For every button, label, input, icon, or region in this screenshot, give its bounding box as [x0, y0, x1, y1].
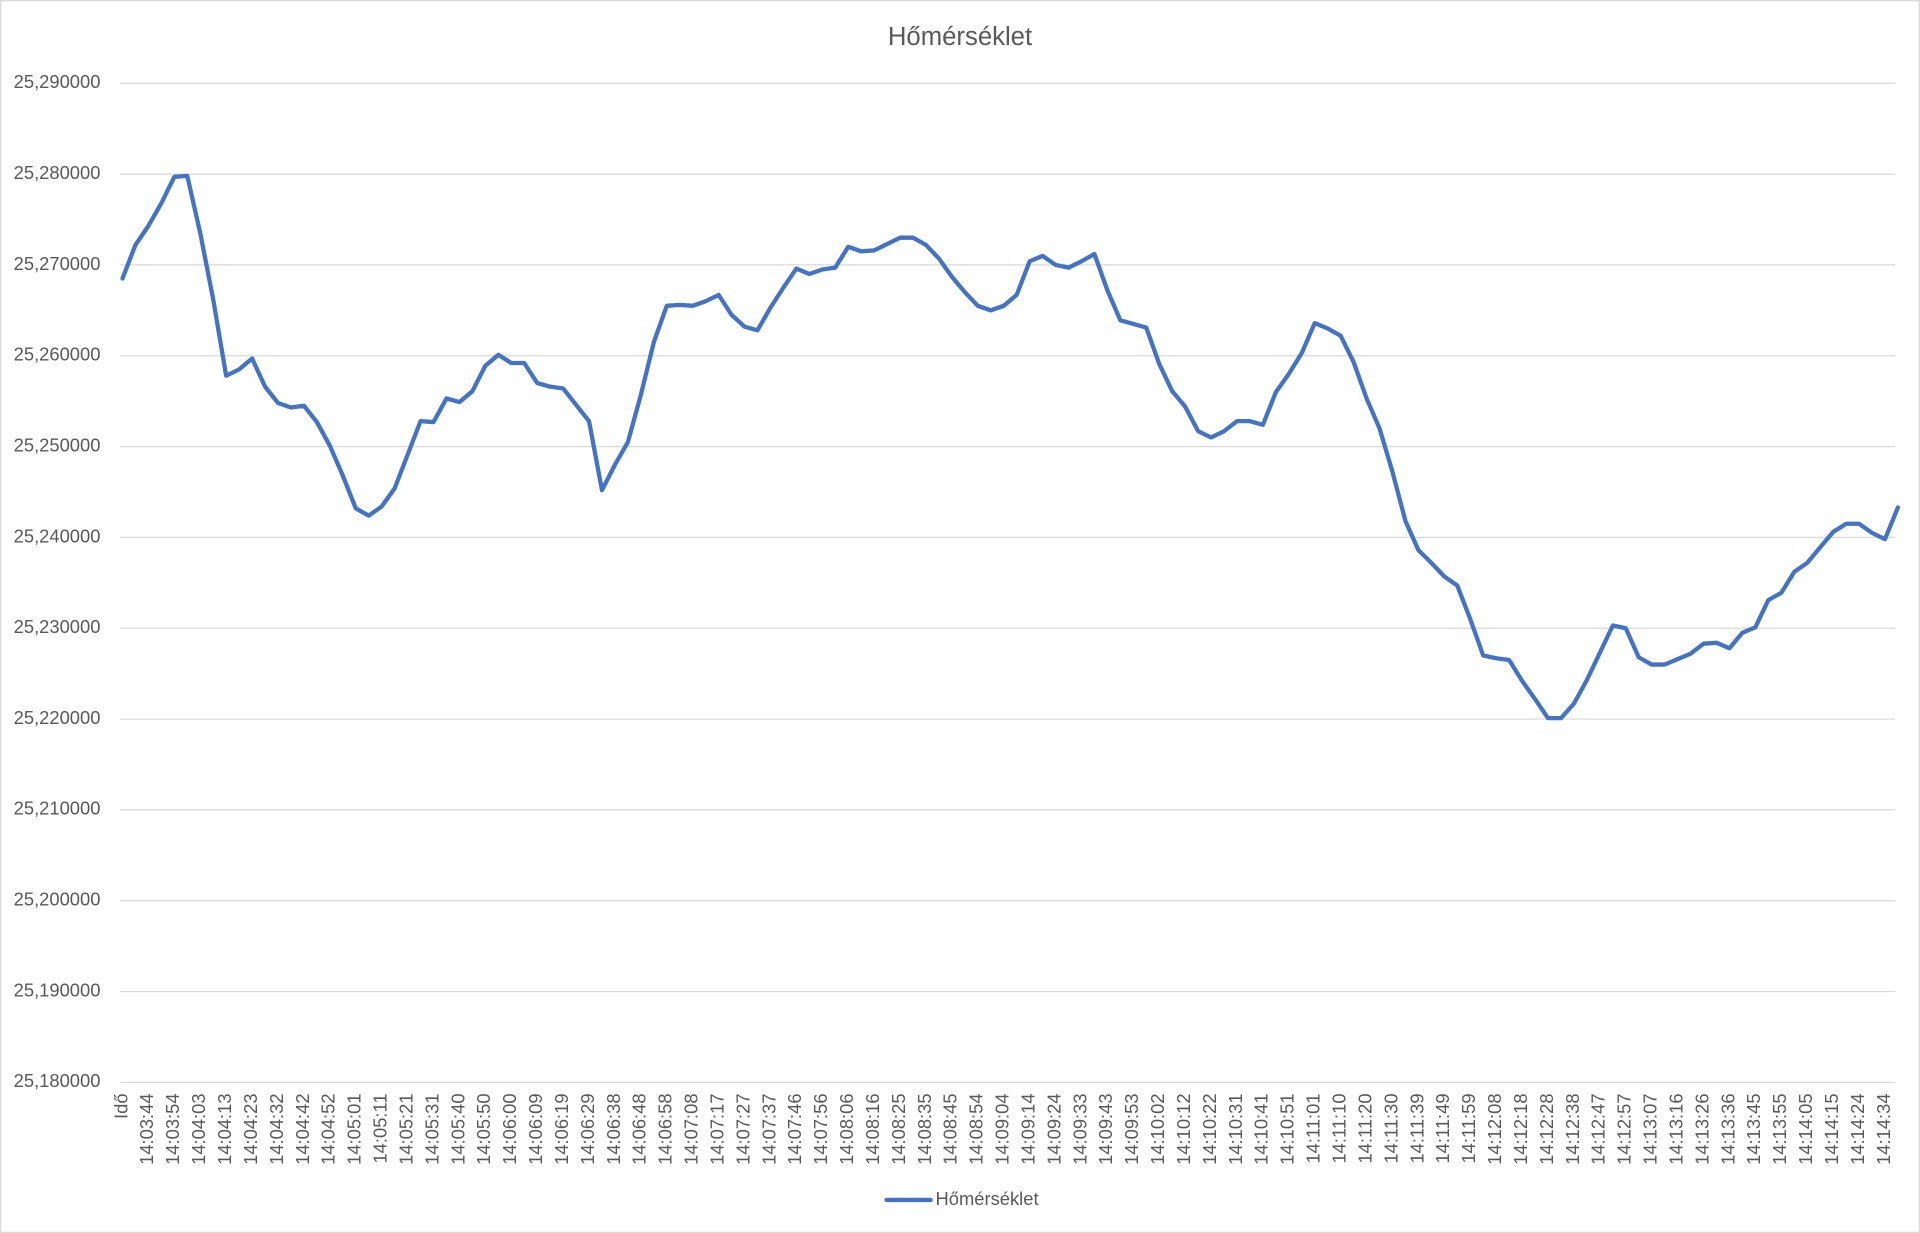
y-tick-label: 25,280000 [14, 162, 101, 183]
x-tick-label: 14:06:29 [577, 1093, 598, 1164]
x-tick-label: 14:07:46 [784, 1093, 805, 1164]
x-tick-label: 14:10:22 [1199, 1093, 1220, 1164]
y-tick-label: 25,230000 [14, 616, 101, 637]
y-tick-label: 25,240000 [14, 525, 101, 546]
x-tick-label: 14:09:33 [1069, 1093, 1090, 1164]
x-tick-label: 14:10:12 [1173, 1093, 1194, 1164]
x-tick-label: 14:09:04 [992, 1093, 1013, 1164]
x-tick-label: 14:14:05 [1795, 1093, 1816, 1164]
y-tick-label: 25,270000 [14, 253, 101, 274]
x-tick-label: 14:11:30 [1380, 1093, 1401, 1163]
x-tick-label: 14:06:48 [629, 1093, 650, 1164]
y-tick-label: 25,260000 [14, 344, 101, 365]
x-tick-label: 14:05:11 [370, 1093, 391, 1163]
x-tick-label: 14:12:28 [1536, 1093, 1557, 1164]
x-tick-label: 14:07:37 [758, 1093, 779, 1164]
x-tick-label: 14:03:54 [162, 1093, 183, 1164]
x-tick-label: 14:10:02 [1147, 1093, 1168, 1164]
legend-label: Hőmérséklet [936, 1188, 1039, 1209]
x-tick-label: 14:07:27 [732, 1093, 753, 1164]
x-tick-label: 14:11:49 [1432, 1093, 1453, 1163]
x-tick-label: 14:04:13 [214, 1093, 235, 1164]
x-tick-label: 14:11:39 [1406, 1093, 1427, 1163]
x-tick-label: 14:08:45 [940, 1093, 961, 1164]
x-tick-label: 14:03:44 [136, 1093, 157, 1164]
x-tick-label: 14:13:36 [1717, 1093, 1738, 1164]
x-tick-label: 14:12:18 [1510, 1093, 1531, 1164]
x-tick-label: 14:10:51 [1277, 1093, 1298, 1164]
x-tick-label: 14:12:08 [1484, 1093, 1505, 1164]
x-tick-label: 14:09:43 [1095, 1093, 1116, 1164]
chart-title: Hőmérséklet [888, 23, 1032, 51]
x-tick-label: 14:05:50 [473, 1093, 494, 1164]
x-tick-label: 14:13:26 [1691, 1093, 1712, 1164]
x-tick-label: 14:07:17 [706, 1093, 727, 1164]
x-tick-label: 14:04:23 [240, 1093, 261, 1164]
x-tick-label: 14:05:21 [395, 1093, 416, 1164]
y-tick-label: 25,220000 [14, 707, 101, 728]
x-tick-label: 14:05:40 [447, 1093, 468, 1164]
x-tick-label: 14:14:24 [1847, 1093, 1868, 1164]
y-tick-label: 25,250000 [14, 434, 101, 455]
x-tick-label: 14:04:52 [318, 1093, 339, 1164]
x-tick-label: 14:04:42 [292, 1093, 313, 1164]
y-tick-label: 25,210000 [14, 798, 101, 819]
x-tick-label: 14:04:03 [188, 1093, 209, 1164]
x-tick-label: 14:07:56 [810, 1093, 831, 1164]
x-tick-label: Idő [110, 1093, 131, 1119]
x-tick-label: 14:11:20 [1354, 1093, 1375, 1163]
x-tick-label: 14:10:41 [1251, 1093, 1272, 1164]
x-tick-label: 14:08:35 [914, 1093, 935, 1164]
x-tick-label: 14:05:01 [344, 1093, 365, 1164]
x-tick-label: 14:11:59 [1458, 1093, 1479, 1163]
y-tick-label: 25,200000 [14, 889, 101, 910]
x-tick-label: 14:09:14 [1017, 1093, 1038, 1164]
x-tick-label: 14:06:19 [551, 1093, 572, 1164]
x-tick-label: 14:13:45 [1743, 1093, 1764, 1164]
x-tick-label: 14:08:54 [966, 1093, 987, 1164]
x-tick-label: 14:11:01 [1303, 1093, 1324, 1163]
x-tick-label: 14:13:55 [1769, 1093, 1790, 1164]
x-tick-label: 14:07:08 [681, 1093, 702, 1164]
x-tick-label: 14:13:07 [1640, 1093, 1661, 1164]
x-tick-label: 14:12:57 [1614, 1093, 1635, 1164]
x-tick-label: 14:08:16 [862, 1093, 883, 1164]
y-tick-label: 25,180000 [14, 1070, 101, 1091]
x-tick-label: 14:10:31 [1225, 1093, 1246, 1164]
data-line [120, 173, 1901, 721]
x-tick-label: 14:08:25 [888, 1093, 909, 1164]
x-tick-label: 14:13:16 [1665, 1093, 1686, 1164]
x-tick-label: 14:09:53 [1121, 1093, 1142, 1164]
x-tick-label: 14:14:34 [1873, 1093, 1894, 1164]
x-tick-label: 14:11:10 [1329, 1093, 1350, 1163]
x-tick-label: 14:06:09 [525, 1093, 546, 1164]
x-tick-label: 14:12:47 [1588, 1093, 1609, 1164]
x-tick-label: 14:09:24 [1043, 1093, 1064, 1164]
x-tick-label: 14:04:32 [266, 1093, 287, 1164]
y-tick-label: 25,290000 [14, 71, 101, 92]
x-tick-label: 14:06:38 [603, 1093, 624, 1164]
x-tick-label: 14:14:15 [1821, 1093, 1842, 1164]
x-tick-label: 14:05:31 [421, 1093, 442, 1164]
x-tick-label: 14:08:06 [836, 1093, 857, 1164]
x-tick-label: 14:06:58 [655, 1093, 676, 1164]
x-tick-label: 14:06:00 [499, 1093, 520, 1164]
y-tick-label: 25,190000 [14, 979, 101, 1000]
x-tick-label: 14:12:38 [1562, 1093, 1583, 1164]
